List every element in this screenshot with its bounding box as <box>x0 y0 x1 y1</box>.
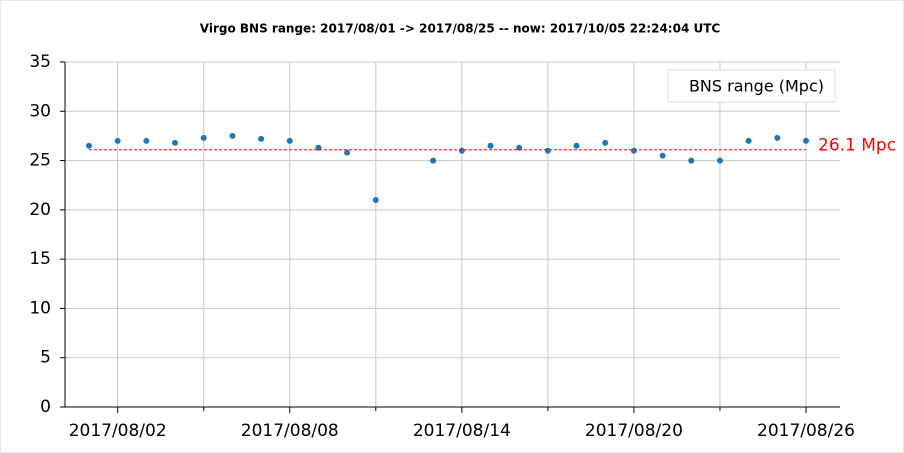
data-point <box>430 157 437 164</box>
data-point <box>602 139 609 146</box>
x-tick-label: 2017/08/02 <box>69 421 167 441</box>
legend-box <box>667 69 836 103</box>
data-point <box>716 157 723 164</box>
y-tick-label: 5 <box>40 348 51 368</box>
y-tick-label: 15 <box>29 249 51 269</box>
x-tick-label: 2017/08/14 <box>413 421 511 441</box>
data-point <box>544 147 551 154</box>
y-tick-label: 35 <box>29 52 51 72</box>
legend-label: BNS range (Mpc) <box>689 77 824 96</box>
data-point <box>573 142 580 149</box>
data-point <box>200 134 207 141</box>
y-tick-label: 30 <box>29 101 51 121</box>
data-point <box>229 132 236 139</box>
data-point <box>745 137 752 144</box>
data-point <box>286 137 293 144</box>
y-tick-label: 10 <box>29 298 51 318</box>
data-point <box>372 197 379 203</box>
reference-label: 26.1 Mpc <box>818 136 896 156</box>
data-point <box>659 152 666 159</box>
data-point <box>258 135 265 142</box>
x-tick-label: 2017/08/20 <box>585 421 683 441</box>
data-point <box>630 147 637 154</box>
y-tick-label: 0 <box>40 397 51 417</box>
y-tick-label: 25 <box>29 151 51 171</box>
data-point <box>114 137 121 144</box>
y-tick-label: 20 <box>29 200 51 220</box>
data-point <box>688 157 695 164</box>
chart-title: Virgo BNS range: 2017/08/01 -> 2017/08/2… <box>200 22 721 36</box>
data-point <box>803 137 809 144</box>
x-tick-label: 2017/08/26 <box>757 421 855 441</box>
data-point <box>487 142 494 149</box>
data-point <box>774 134 781 141</box>
x-tick-label: 2017/08/08 <box>241 421 339 441</box>
data-point <box>86 142 92 149</box>
data-point <box>458 147 465 154</box>
data-point <box>143 137 150 144</box>
data-point <box>172 139 179 146</box>
data-point <box>344 149 351 156</box>
